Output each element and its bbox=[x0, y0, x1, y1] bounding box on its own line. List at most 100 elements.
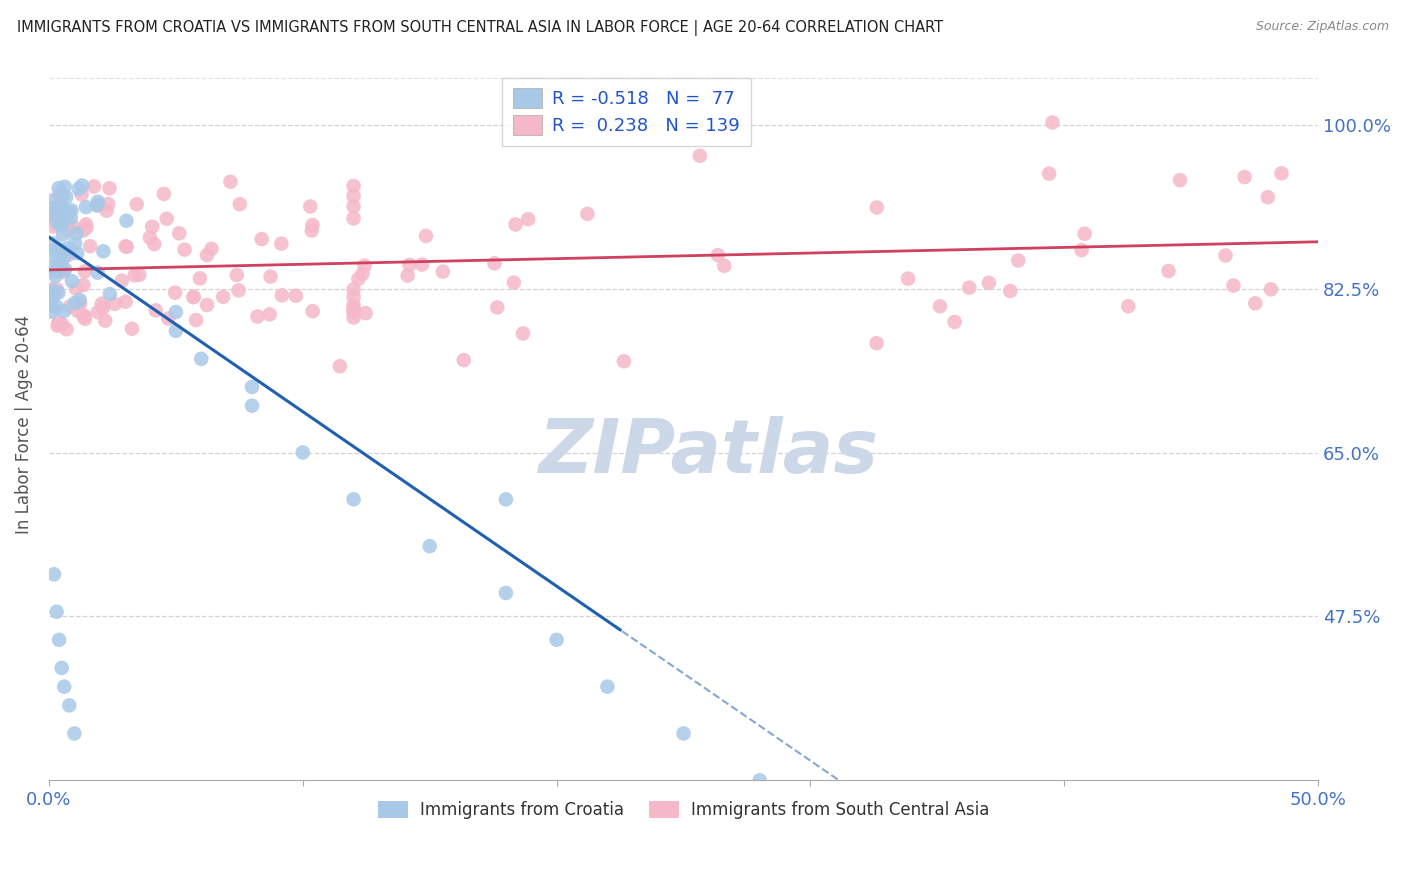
Point bbox=[342, 298, 364, 312]
Point bbox=[49, 250, 72, 264]
Point bbox=[866, 201, 889, 215]
Point bbox=[53, 179, 76, 194]
Point bbox=[56, 217, 79, 231]
Point bbox=[51, 201, 73, 215]
Point bbox=[58, 223, 80, 237]
Point bbox=[46, 210, 69, 224]
Point bbox=[49, 197, 72, 211]
Point bbox=[63, 726, 86, 740]
Point bbox=[53, 680, 76, 694]
Point bbox=[596, 680, 619, 694]
Point bbox=[87, 198, 110, 212]
Point bbox=[517, 212, 540, 227]
Point bbox=[495, 492, 517, 507]
Point bbox=[55, 190, 77, 204]
Point bbox=[111, 274, 134, 288]
Point bbox=[354, 306, 377, 320]
Point bbox=[195, 248, 218, 262]
Point bbox=[672, 726, 695, 740]
Point bbox=[48, 187, 70, 202]
Point bbox=[183, 290, 205, 304]
Point bbox=[60, 274, 83, 288]
Point bbox=[502, 276, 524, 290]
Point bbox=[115, 240, 138, 254]
Point bbox=[69, 293, 91, 307]
Point bbox=[225, 268, 247, 282]
Point bbox=[240, 380, 263, 394]
Point bbox=[65, 282, 87, 296]
Point bbox=[183, 290, 205, 304]
Point bbox=[72, 223, 94, 237]
Point bbox=[1222, 278, 1244, 293]
Point bbox=[51, 318, 73, 332]
Point bbox=[72, 309, 94, 323]
Point bbox=[329, 359, 352, 374]
Legend: Immigrants from Croatia, Immigrants from South Central Asia: Immigrants from Croatia, Immigrants from… bbox=[371, 794, 995, 825]
Point bbox=[342, 302, 364, 317]
Point bbox=[44, 264, 66, 278]
Point bbox=[1157, 264, 1180, 278]
Point bbox=[1257, 190, 1279, 204]
Point bbox=[73, 311, 96, 326]
Point bbox=[97, 197, 120, 211]
Point bbox=[46, 217, 69, 231]
Text: ZIPatlas: ZIPatlas bbox=[538, 417, 879, 490]
Point bbox=[486, 301, 509, 315]
Point bbox=[1038, 167, 1060, 181]
Point bbox=[104, 297, 127, 311]
Point bbox=[76, 220, 98, 235]
Point bbox=[270, 236, 292, 251]
Point bbox=[352, 267, 374, 281]
Point bbox=[48, 202, 70, 217]
Point bbox=[284, 289, 307, 303]
Point bbox=[46, 201, 69, 215]
Point bbox=[53, 304, 76, 318]
Point bbox=[250, 232, 273, 246]
Point bbox=[748, 773, 770, 788]
Point bbox=[291, 445, 314, 459]
Point bbox=[59, 300, 82, 314]
Point bbox=[73, 264, 96, 278]
Point bbox=[115, 213, 138, 227]
Point bbox=[63, 236, 86, 251]
Point bbox=[45, 605, 67, 619]
Point bbox=[41, 305, 63, 319]
Point bbox=[167, 227, 190, 241]
Point bbox=[63, 296, 86, 310]
Point bbox=[98, 287, 121, 301]
Point bbox=[240, 399, 263, 413]
Point bbox=[195, 298, 218, 312]
Point bbox=[87, 194, 110, 209]
Point bbox=[51, 188, 73, 202]
Point bbox=[83, 179, 105, 194]
Point bbox=[45, 243, 67, 257]
Point bbox=[96, 203, 118, 218]
Point bbox=[495, 586, 517, 600]
Point bbox=[87, 305, 110, 319]
Point bbox=[59, 211, 82, 225]
Point bbox=[42, 249, 65, 263]
Point bbox=[46, 318, 69, 333]
Point bbox=[301, 218, 323, 232]
Point bbox=[342, 178, 364, 193]
Point bbox=[342, 305, 364, 319]
Point bbox=[42, 236, 65, 251]
Point bbox=[52, 265, 75, 279]
Point bbox=[929, 299, 952, 313]
Point bbox=[42, 219, 65, 234]
Point bbox=[86, 266, 108, 280]
Point bbox=[45, 300, 67, 314]
Point bbox=[42, 282, 65, 296]
Point bbox=[66, 246, 89, 260]
Point bbox=[143, 237, 166, 252]
Point bbox=[41, 298, 63, 312]
Point bbox=[188, 271, 211, 285]
Point bbox=[90, 297, 112, 311]
Point bbox=[145, 303, 167, 318]
Point bbox=[347, 272, 370, 286]
Point bbox=[153, 186, 176, 201]
Point bbox=[219, 175, 242, 189]
Point bbox=[301, 304, 323, 318]
Point bbox=[342, 290, 364, 304]
Point bbox=[1007, 253, 1029, 268]
